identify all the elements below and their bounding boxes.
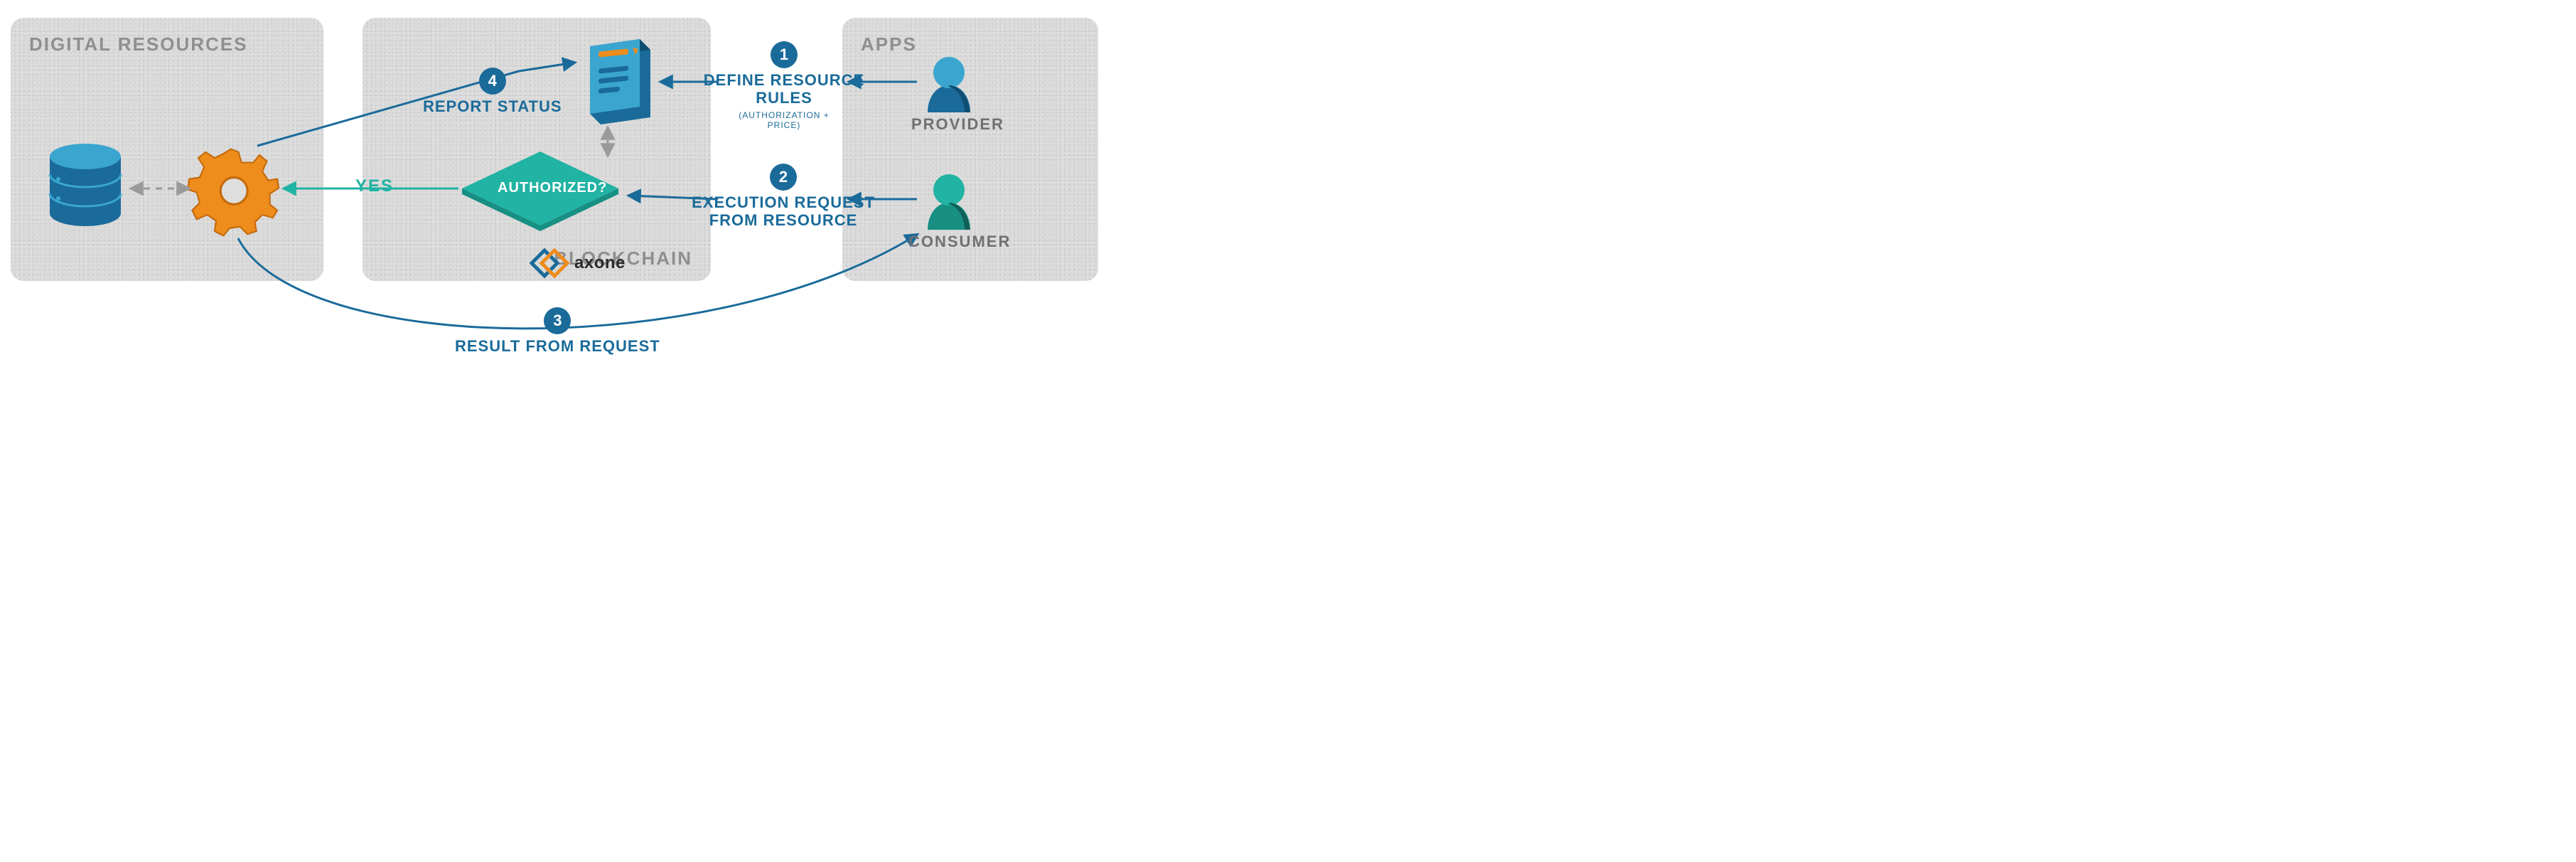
axone-logo-icon <box>532 250 567 276</box>
yes-label: Yes <box>355 176 394 196</box>
step-3-label: Result From Request <box>455 337 660 355</box>
step-4: 4 Report Status <box>423 68 562 115</box>
step-1-sub: (Authorization + Price) <box>724 110 844 130</box>
step-3: 3 Result From Request <box>455 307 660 355</box>
authorized-label: Authorized? <box>498 180 607 196</box>
provider-icon <box>928 57 970 112</box>
step-2: 2 Execution Request From Resource <box>719 164 847 230</box>
consumer-label: Consumer <box>908 233 1011 251</box>
step-3-num: 3 <box>544 307 571 334</box>
step-1: 1 Define Resource Rules (Authorization +… <box>724 41 844 130</box>
step-2-num: 2 <box>770 164 797 191</box>
axone-logo-text: axone <box>574 253 626 273</box>
step-4-num: 4 <box>479 68 506 95</box>
step-4-label: Report Status <box>423 97 562 115</box>
step-1-num: 1 <box>771 41 798 68</box>
step-1-label: Define Resource Rules <box>704 71 864 107</box>
document-icon <box>590 39 650 124</box>
provider-label: Provider <box>911 115 1004 134</box>
consumer-icon <box>928 174 970 230</box>
gear-icon <box>188 149 279 236</box>
database-icon <box>50 144 121 226</box>
step-2-label: Execution Request From Resource <box>692 193 875 230</box>
